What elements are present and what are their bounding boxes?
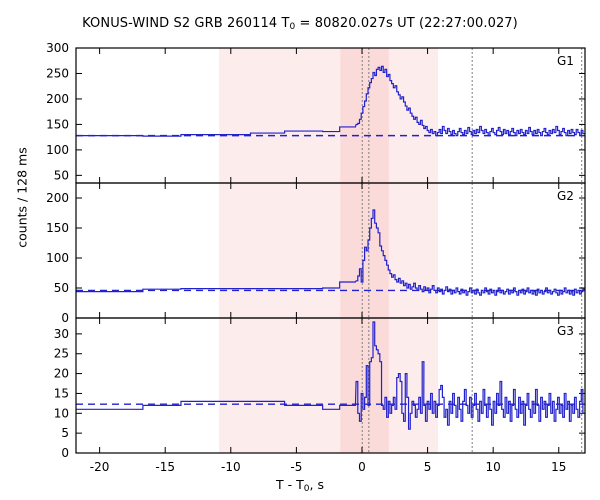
x-tick-label: -10 bbox=[221, 460, 241, 474]
x-axis-label-prefix: T - T bbox=[276, 477, 304, 492]
x-axis-label-subscript: 0 bbox=[303, 484, 310, 494]
y-tick-label: 200 bbox=[46, 191, 69, 205]
x-tick-label: -20 bbox=[90, 460, 110, 474]
panel-g2: 0 50 100 150 200 bbox=[46, 182, 586, 325]
panel-label-g2: G2 bbox=[557, 189, 574, 203]
y-tick-label: 50 bbox=[54, 168, 69, 182]
x-axis-label: T - T0, s bbox=[0, 477, 600, 494]
x-axis-label-suffix: , s bbox=[309, 477, 324, 492]
panel-label-g1: G1 bbox=[557, 54, 574, 68]
y-tick-label: 150 bbox=[46, 117, 69, 131]
x-tick-label: 15 bbox=[551, 460, 566, 474]
y-tick-label: 50 bbox=[54, 281, 69, 295]
panel-frame bbox=[75, 317, 586, 454]
panel-g3: 0 5 10 15 20 25 30 bbox=[54, 317, 586, 460]
y-tick-label: 300 bbox=[46, 41, 69, 55]
x-tick-label: 0 bbox=[358, 460, 366, 474]
x-tick-label: -5 bbox=[290, 460, 302, 474]
y-tick-label: 100 bbox=[46, 251, 69, 265]
y-tick-label: 30 bbox=[54, 327, 69, 341]
y-tick-label: 200 bbox=[46, 92, 69, 106]
y-tick-label: 0 bbox=[61, 446, 69, 460]
x-tick-label: -15 bbox=[155, 460, 175, 474]
panel-label-g3: G3 bbox=[557, 324, 574, 338]
y-tick-label: 250 bbox=[46, 66, 69, 80]
x-tick-label: 5 bbox=[424, 460, 432, 474]
y-tick-label: 20 bbox=[54, 367, 69, 381]
y-tick-label: 100 bbox=[46, 143, 69, 157]
y-axis-label: counts / 128 ms bbox=[15, 118, 30, 278]
y-tick-label: 5 bbox=[61, 426, 69, 440]
y-axis-label-text: counts / 128 ms bbox=[14, 147, 30, 248]
panel-g1: 50 100 150 200 250 300 bbox=[46, 41, 586, 184]
title-suffix: = 80820.027s UT (22:27:00.027) bbox=[295, 16, 518, 31]
lightcurve-g1 bbox=[76, 65, 585, 137]
title-subscript: 0 bbox=[289, 22, 296, 32]
lightcurve-g3 bbox=[76, 321, 585, 430]
y-tick-label: 150 bbox=[46, 221, 69, 235]
x-tick-label: 10 bbox=[486, 460, 501, 474]
lightcurve-g2 bbox=[76, 209, 585, 296]
y-tick-label: 0 bbox=[61, 311, 69, 325]
y-tick-label: 15 bbox=[54, 386, 69, 400]
y-tick-label: 25 bbox=[54, 347, 69, 361]
page-title: KONUS-WIND S2 GRB 260114 T0 = 80820.027s… bbox=[0, 16, 600, 32]
y-tick-label: 10 bbox=[54, 406, 69, 420]
title-prefix: KONUS-WIND S2 GRB 260114 T bbox=[82, 16, 290, 31]
